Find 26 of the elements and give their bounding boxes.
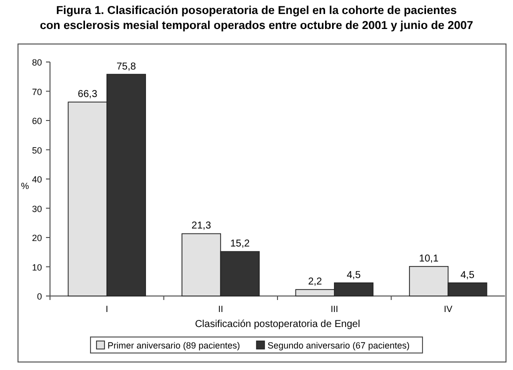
data-label: 15,2 — [230, 238, 250, 250]
data-label: 21,3 — [192, 220, 212, 232]
y-tick-label: 40 — [32, 174, 42, 184]
y-tick-label: 60 — [32, 116, 42, 126]
chart-title: Figura 1. Clasificación posoperatoria de Engel en la cohorte de pacientes con esclerosis mesial temporal operados entre octubre de 2001 y junio de 2007 — [40, 5, 474, 32]
x-tick-label: II — [218, 304, 224, 314]
y-tick-label: 30 — [32, 204, 42, 214]
x-tick-label: III — [330, 304, 338, 314]
legend-label: Segundo aniversario (67 pacientes) — [268, 340, 410, 350]
y-tick-label: 70 — [32, 86, 42, 97]
legend-label: Primer aniversario (89 pacientes) — [108, 340, 240, 350]
y-tick-label: 20 — [32, 233, 42, 243]
y-tick-label: 80 — [32, 58, 42, 68]
data-label: 66,3 — [78, 89, 98, 100]
data-label: 4,5 — [346, 270, 362, 281]
data-label: 75,8 — [116, 61, 136, 72]
y-axis-title: % — [20, 181, 30, 191]
x-tick-label: IV — [444, 304, 452, 314]
y-tick-label: 50 — [32, 145, 42, 156]
y-tick-label: 0 — [36, 292, 42, 302]
data-label: 2,2 — [308, 276, 322, 288]
data-label: 4,5 — [460, 270, 475, 281]
data-label: 10,1 — [419, 253, 439, 264]
x-tick-label: I — [106, 304, 108, 314]
y-tick-label: 10 — [32, 262, 42, 272]
x-axis-title: Clasificación postoperatoria de Engel — [194, 319, 360, 330]
